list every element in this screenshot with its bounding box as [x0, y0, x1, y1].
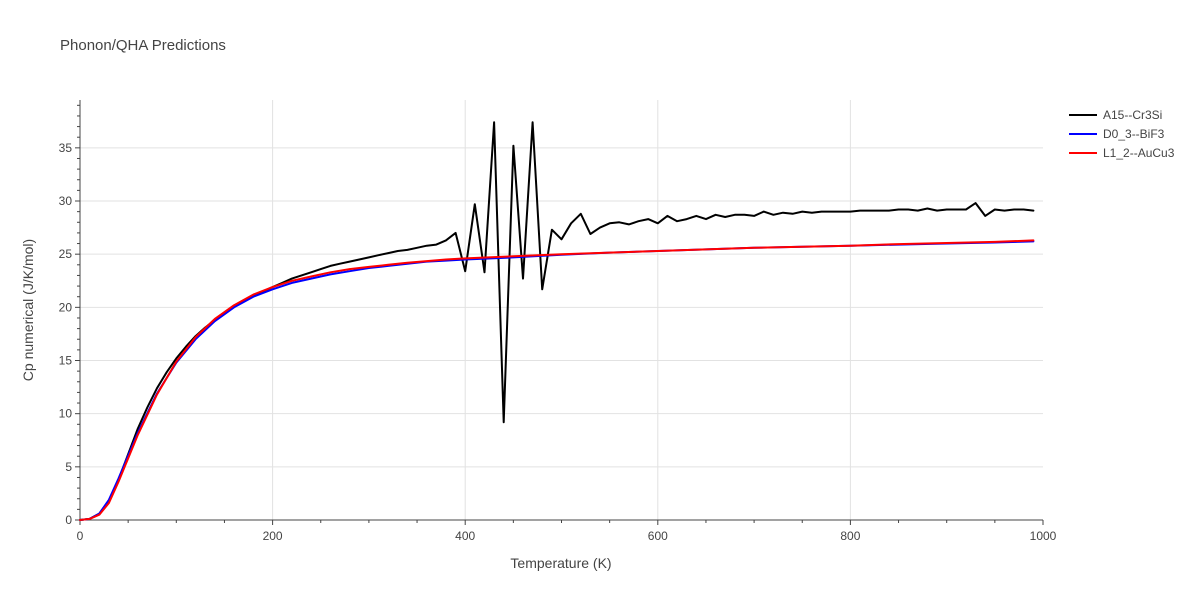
series-line-1 [79, 240, 1035, 521]
grid [80, 100, 1043, 520]
series-line-0 [79, 121, 1035, 521]
axes [75, 100, 1044, 525]
legend-label: A15--Cr3Si [1103, 108, 1162, 122]
x-tick-label: 800 [840, 529, 860, 543]
tick-labels: 0 200 400 600 800 1000 0 5 10 15 20 25 30 35 [59, 141, 1057, 543]
x-axis-title: Temperature (K) [510, 555, 611, 571]
legend-item[interactable]: L1_2--AuCu3 [1069, 146, 1175, 160]
legend-item[interactable]: A15--Cr3Si [1069, 108, 1162, 122]
legend-item[interactable]: D0_3--BiF3 [1069, 127, 1165, 141]
x-tick-label: 200 [263, 529, 283, 543]
y-tick-label: 20 [59, 300, 73, 314]
x-tick-label: 600 [648, 529, 668, 543]
legend-label: D0_3--BiF3 [1103, 127, 1165, 141]
x-tick-label: 0 [77, 529, 84, 543]
y-axis-title: Cp numerical (J/K/mol) [20, 239, 36, 381]
legend-label: L1_2--AuCu3 [1103, 146, 1175, 160]
x-tick-label: 1000 [1030, 529, 1057, 543]
legend[interactable]: A15--Cr3Si D0_3--BiF3 L1_2--AuCu3 [1069, 108, 1175, 160]
series-line-2 [79, 239, 1035, 521]
chart-title: Phonon/QHA Predictions [60, 37, 226, 54]
y-tick-label: 25 [59, 247, 73, 261]
y-tick-label: 0 [65, 513, 72, 527]
plot-area [79, 121, 1035, 521]
y-tick-label: 35 [59, 141, 73, 155]
y-tick-label: 5 [65, 460, 72, 474]
y-tick-label: 30 [59, 194, 73, 208]
y-tick-label: 10 [59, 407, 73, 421]
x-tick-label: 400 [455, 529, 475, 543]
y-tick-label: 15 [59, 354, 73, 368]
